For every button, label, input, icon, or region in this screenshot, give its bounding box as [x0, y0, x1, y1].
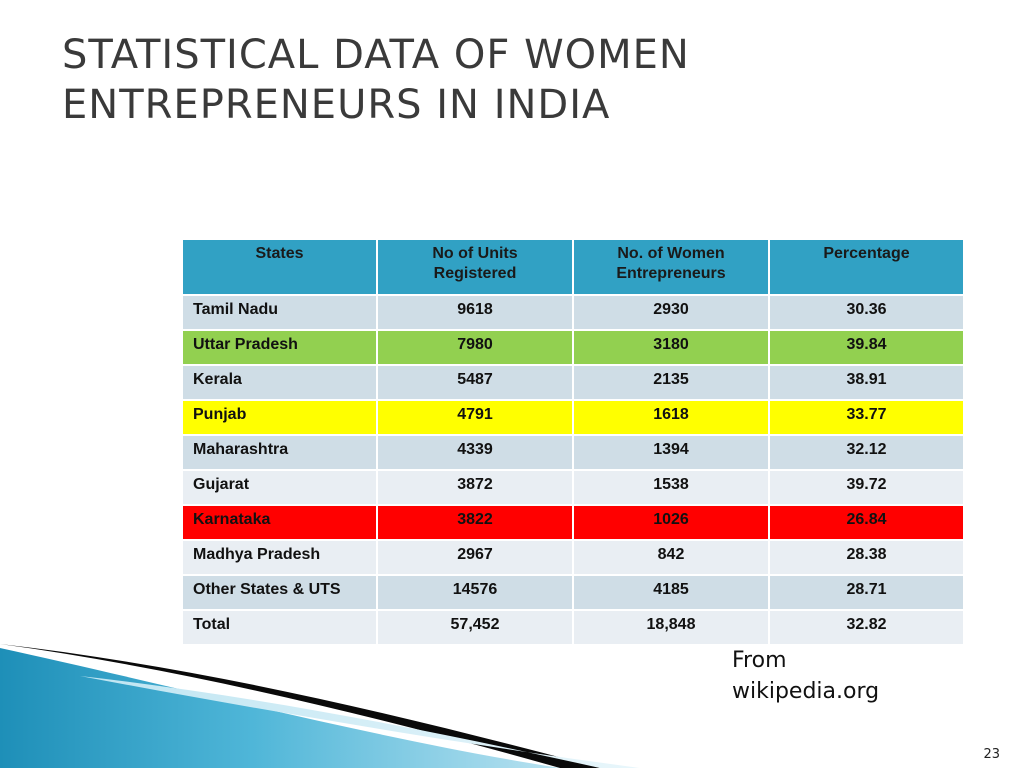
swoosh-blue — [0, 648, 560, 768]
units-cell: 4791 — [376, 399, 574, 436]
units-cell: 3822 — [376, 504, 574, 541]
state-cell: Tamil Nadu — [181, 294, 378, 331]
table-row-highlight-green: Uttar Pradesh 7980 3180 39.84 — [181, 329, 965, 366]
percentage-cell: 30.36 — [768, 294, 965, 331]
units-cell: 3872 — [376, 469, 574, 506]
table-row: Kerala 5487 2135 38.91 — [181, 364, 965, 401]
women-cell: 1538 — [572, 469, 770, 506]
percentage-cell: 28.71 — [768, 574, 965, 611]
source-note: From wikipedia.org — [732, 645, 879, 707]
percentage-cell: 39.84 — [768, 329, 965, 366]
header-percentage: Percentage — [768, 238, 965, 296]
units-cell: 2967 — [376, 539, 574, 576]
percentage-cell: 38.91 — [768, 364, 965, 401]
state-cell: Kerala — [181, 364, 378, 401]
table-row: Madhya Pradesh 2967 842 28.38 — [181, 539, 965, 576]
state-cell: Maharashtra — [181, 434, 378, 471]
women-cell: 842 — [572, 539, 770, 576]
table-row-highlight-yellow: Punjab 4791 1618 33.77 — [181, 399, 965, 436]
women-cell: 2135 — [572, 364, 770, 401]
table-row: Gujarat 3872 1538 39.72 — [181, 469, 965, 506]
source-line-2: wikipedia.org — [732, 679, 880, 704]
women-entrepreneurs-table: States No of Units Registered No. of Wome… — [181, 238, 965, 646]
percentage-cell: 28.38 — [768, 539, 965, 576]
swoosh-light — [80, 676, 640, 768]
table-row-total: Total 57,452 18,848 32.82 — [181, 609, 965, 646]
decorative-swoosh — [0, 644, 640, 768]
state-cell: Punjab — [181, 399, 378, 436]
source-line-1: From — [732, 648, 787, 673]
units-cell: 5487 — [376, 364, 574, 401]
women-cell: 18,848 — [572, 609, 770, 646]
percentage-cell: 33.77 — [768, 399, 965, 436]
table-header-row: States No of Units Registered No. of Wome… — [181, 238, 965, 296]
title-line-1: STATISTICAL DATA OF WOMEN — [62, 32, 690, 78]
state-cell: Gujarat — [181, 469, 378, 506]
percentage-cell: 32.12 — [768, 434, 965, 471]
header-states: States — [181, 238, 378, 296]
table-row-highlight-red: Karnataka 3822 1026 26.84 — [181, 504, 965, 541]
women-cell: 1026 — [572, 504, 770, 541]
women-cell: 2930 — [572, 294, 770, 331]
state-cell: Madhya Pradesh — [181, 539, 378, 576]
units-cell: 7980 — [376, 329, 574, 366]
percentage-cell: 32.82 — [768, 609, 965, 646]
state-cell: Total — [181, 609, 378, 646]
state-cell: Uttar Pradesh — [181, 329, 378, 366]
units-cell: 57,452 — [376, 609, 574, 646]
table-row: Other States & UTS 14576 4185 28.71 — [181, 574, 965, 611]
percentage-cell: 39.72 — [768, 469, 965, 506]
table-row: Tamil Nadu 9618 2930 30.36 — [181, 294, 965, 331]
units-cell: 14576 — [376, 574, 574, 611]
state-cell: Karnataka — [181, 504, 378, 541]
units-cell: 9618 — [376, 294, 574, 331]
header-units-registered: No of Units Registered — [376, 238, 574, 296]
title-line-2: ENTREPRENEURS IN INDIA — [62, 82, 611, 128]
slide-title: STATISTICAL DATA OF WOMEN ENTREPRENEURS … — [62, 30, 962, 130]
header-women-entrepreneurs: No. of Women Entrepreneurs — [572, 238, 770, 296]
units-cell: 4339 — [376, 434, 574, 471]
slide-number: 23 — [983, 747, 1000, 762]
percentage-cell: 26.84 — [768, 504, 965, 541]
state-cell: Other States & UTS — [181, 574, 378, 611]
women-cell: 3180 — [572, 329, 770, 366]
women-cell: 1618 — [572, 399, 770, 436]
women-cell: 4185 — [572, 574, 770, 611]
table-row: Maharashtra 4339 1394 32.12 — [181, 434, 965, 471]
women-cell: 1394 — [572, 434, 770, 471]
